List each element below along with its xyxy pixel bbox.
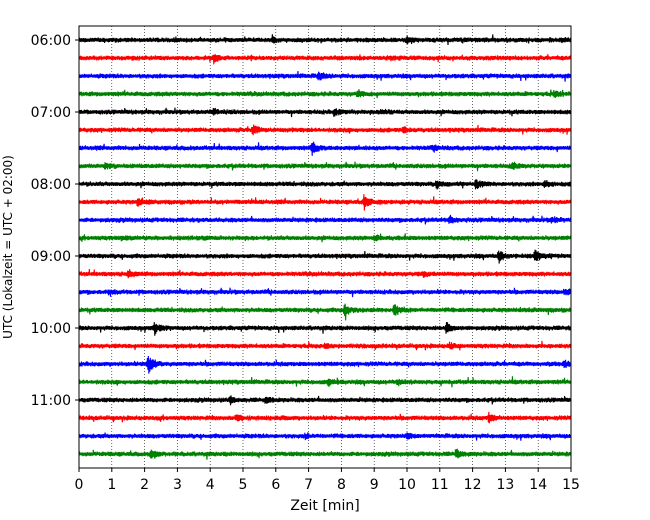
y-tick-label: 08:00 — [31, 177, 71, 193]
x-tick-label: 3 — [173, 477, 182, 493]
x-axis-title: Zeit [min] — [290, 498, 359, 514]
x-tick-label: 11 — [431, 477, 449, 493]
x-tick-label: 4 — [206, 477, 215, 493]
x-axis-ticks: 0 1 2 3 4 5 6 7 8 9 10 11 12 13 14 15 — [75, 468, 580, 493]
y-tick-label: 06:00 — [31, 33, 71, 49]
y-axis-title: UTC (Lokalzeit = UTC + 02:00) — [1, 155, 15, 339]
x-tick-label: 1 — [107, 477, 116, 493]
x-tick-label: 12 — [464, 477, 482, 493]
x-tick-label: 13 — [496, 477, 514, 493]
y-tick-label: 09:00 — [31, 249, 71, 265]
x-tick-label: 5 — [239, 477, 248, 493]
x-tick-label: 9 — [370, 477, 379, 493]
x-tick-label: 2 — [140, 477, 149, 493]
y-axis-ticks: 06:00 07:00 08:00 09:00 10:00 11:00 — [31, 33, 79, 409]
x-tick-label: 15 — [562, 477, 580, 493]
x-tick-label: 8 — [337, 477, 346, 493]
x-tick-label: 10 — [398, 477, 416, 493]
x-tick-label: 14 — [529, 477, 547, 493]
x-tick-label: 0 — [75, 477, 84, 493]
seismogram-traces — [78, 34, 572, 460]
x-tick-label: 6 — [271, 477, 280, 493]
y-tick-label: 07:00 — [31, 105, 71, 121]
x-tick-label: 7 — [304, 477, 313, 493]
y-tick-label: 10:00 — [31, 321, 71, 337]
y-tick-label: 11:00 — [31, 393, 71, 409]
plot-frame — [78, 25, 572, 469]
